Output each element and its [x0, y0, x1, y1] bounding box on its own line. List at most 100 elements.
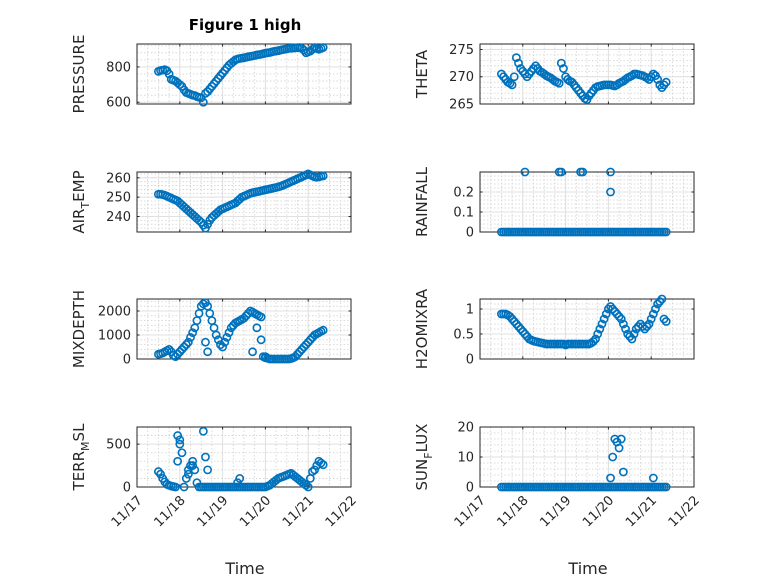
x-tick-label: 11/17 — [452, 493, 489, 530]
data-point — [520, 167, 530, 177]
data-point — [295, 347, 305, 357]
x-tick-label: 11/21 — [623, 493, 660, 530]
y-tick-label: 0 — [123, 481, 131, 496]
data-point — [657, 294, 667, 304]
y-tick-label: 250 — [106, 191, 131, 206]
y-tick-label: 265 — [449, 98, 474, 113]
x-tick-label: 11/19 — [537, 493, 574, 530]
y-axis-label-sub: T — [79, 202, 92, 210]
data-point — [316, 458, 326, 468]
y-tick-label: 260 — [106, 171, 131, 186]
data-point — [514, 322, 523, 331]
data-point — [606, 473, 615, 483]
data-point — [299, 342, 309, 352]
data-point — [627, 334, 637, 344]
y-tick-label: 0 — [466, 353, 474, 368]
data-point — [305, 335, 315, 345]
x-axis-label-left: Time — [224, 559, 264, 578]
data-point — [181, 340, 191, 349]
data-point — [198, 97, 208, 107]
subplot-rainfall: 0 0.1 0.2 RAINFALL — [413, 166, 695, 241]
data-point — [614, 312, 624, 321]
y-tick-label: 20 — [457, 421, 474, 436]
data-point — [318, 325, 328, 335]
data-point — [505, 312, 515, 321]
subplot-air-temp: 240 250 260 AIRTEMP — [70, 169, 352, 234]
data-point — [616, 314, 626, 324]
x-tick-label: 11/18 — [495, 493, 532, 530]
data-point — [621, 324, 630, 334]
data-point — [318, 171, 328, 181]
data-point — [177, 344, 187, 354]
data-point — [606, 187, 615, 197]
data-point — [175, 435, 185, 445]
axes-frame — [136, 298, 352, 360]
y-axis-label-main: TERR — [70, 451, 88, 492]
x-axis-label-right: Time — [567, 559, 607, 578]
data-point — [511, 319, 521, 329]
subplot-theta: 265 270 275 THETA — [413, 43, 695, 113]
data-point — [181, 474, 191, 483]
x-tick-label: 11/17 — [109, 493, 146, 530]
y-tick-label: 0.2 — [453, 186, 474, 201]
y-axis-label-main: SL — [70, 423, 88, 442]
data-point — [514, 58, 523, 68]
data-point — [507, 80, 517, 90]
y-axis-label: RAINFALL — [413, 166, 431, 237]
data-point — [318, 460, 328, 470]
data-point — [597, 319, 607, 329]
data-point — [188, 456, 198, 466]
subplot-terr-msl: 0 500 TERRMSL 11/17 11/18 11/19 11/20 11/21 11/2… — [70, 423, 360, 530]
data-point — [640, 324, 650, 334]
data-point — [593, 329, 603, 339]
data-point — [559, 64, 568, 73]
y-tick-label: 600 — [106, 96, 131, 111]
data-point — [301, 340, 311, 349]
data-point — [175, 439, 185, 449]
data-series — [496, 53, 671, 105]
subplot-pressure: 600 800 PRESSURE — [70, 35, 352, 114]
data-point — [173, 349, 183, 359]
data-point — [297, 344, 307, 354]
data-series — [153, 169, 328, 233]
data-point — [194, 215, 204, 225]
x-tick-label: 11/22 — [323, 493, 360, 530]
subplot-mixdepth: 0 1000 2000 MIXDEPTH — [70, 290, 352, 368]
x-tick-label: 11/22 — [666, 493, 703, 530]
y-axis-label: PRESSURE — [70, 35, 88, 114]
data-point — [518, 327, 528, 336]
data-point — [188, 328, 198, 337]
data-point — [226, 323, 236, 333]
data-point — [239, 313, 249, 323]
x-tick-label: 11/20 — [580, 493, 617, 530]
data-point — [618, 467, 628, 477]
y-axis-label-main: LUX — [413, 424, 431, 453]
data-point — [591, 334, 600, 344]
data-series — [153, 298, 328, 364]
data-point — [235, 474, 245, 483]
data-point — [509, 317, 519, 326]
y-tick-label: 270 — [449, 70, 474, 85]
data-point — [516, 324, 526, 334]
y-tick-label: 800 — [106, 60, 131, 75]
data-point — [203, 465, 213, 475]
data-point — [201, 337, 210, 347]
data-point — [505, 78, 515, 88]
y-axis-label-sub: F — [422, 452, 435, 458]
data-point — [655, 297, 665, 306]
data-point — [556, 58, 566, 68]
axes-frame — [136, 171, 352, 233]
x-tick-label: 11/19 — [194, 493, 231, 530]
data-point — [173, 456, 183, 466]
data-point — [648, 309, 658, 319]
x-tick-label: 11/18 — [152, 493, 189, 530]
data-point — [606, 167, 615, 177]
y-tick-label: 2000 — [98, 305, 131, 320]
y-axis-label: AIRTEMP — [70, 170, 92, 233]
data-point — [608, 304, 618, 314]
data-point — [509, 72, 519, 82]
data-point — [642, 322, 652, 331]
y-tick-label: 500 — [106, 438, 131, 453]
data-point — [610, 307, 620, 316]
